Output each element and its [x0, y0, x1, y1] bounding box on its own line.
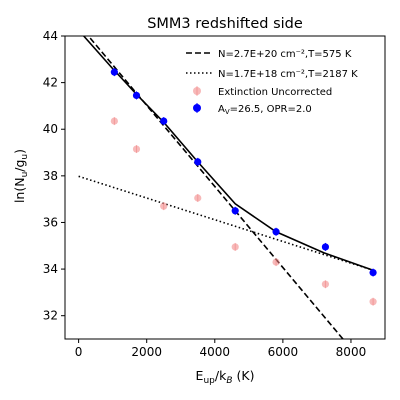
y-tick-label: 34 — [43, 262, 58, 276]
x-axis-label: Eup/kB (K) — [196, 368, 255, 386]
chart-title: SMM3 redshifted side — [147, 16, 303, 32]
plot-area — [78, 36, 377, 339]
y-axis-label: ln(Nu/gu) — [12, 149, 30, 203]
legend-label-dashed-model: N=2.7E+20 cm⁻²,T=575 K — [218, 49, 352, 60]
uncorrected-point — [160, 202, 168, 210]
uncorrected-point — [272, 258, 280, 266]
corrected-point — [272, 228, 280, 236]
legend-swatch-corrected — [193, 103, 201, 113]
dashed-fit-line — [87, 36, 344, 339]
corrected-point — [110, 68, 118, 76]
legend-label-corrected: AV=26.5, OPR=2.0 — [218, 104, 312, 116]
corrected-point — [231, 207, 239, 215]
y-tick-label: 42 — [43, 76, 58, 90]
legend-swatch-uncorrected — [193, 86, 201, 96]
legend: N=2.7E+20 cm⁻²,T=575 K N=1.7E+18 cm⁻²,T=… — [186, 49, 358, 116]
corrected-point — [321, 243, 330, 251]
y-tick-label: 36 — [43, 215, 58, 229]
y-tick-label: 32 — [43, 309, 58, 323]
corrected-point — [132, 91, 141, 100]
dotted-fit-line — [78, 175, 374, 272]
corrected-point — [160, 117, 168, 125]
uncorrected-point — [132, 145, 141, 153]
uncorrected-point — [321, 280, 330, 288]
plot-frame — [64, 35, 386, 340]
legend-label-dotted-model: N=1.7E+18 cm⁻²,T=2187 K — [218, 69, 358, 80]
uncorrected-point — [194, 194, 202, 202]
x-tick-label: 6000 — [268, 345, 299, 359]
uncorrected-point — [231, 243, 239, 251]
legend-label-uncorrected: Extinction Uncorrected — [218, 87, 332, 98]
uncorrected-point — [369, 298, 377, 306]
y-axis-ticks: 32 34 36 38 40 42 44 — [43, 29, 65, 323]
x-tick-label: 0 — [75, 345, 83, 359]
y-tick-label: 40 — [43, 122, 58, 136]
x-tick-label: 2000 — [131, 345, 162, 359]
plot-content — [78, 36, 377, 339]
x-axis-ticks: 0 2000 4000 6000 8000 — [75, 339, 366, 359]
x-tick-label: 8000 — [336, 345, 367, 359]
uncorrected-point — [110, 117, 118, 125]
corrected-point — [194, 158, 202, 166]
y-tick-label: 38 — [43, 169, 58, 183]
x-tick-label: 4000 — [200, 345, 231, 359]
corrected-point — [369, 268, 377, 277]
y-tick-label: 44 — [43, 29, 58, 43]
